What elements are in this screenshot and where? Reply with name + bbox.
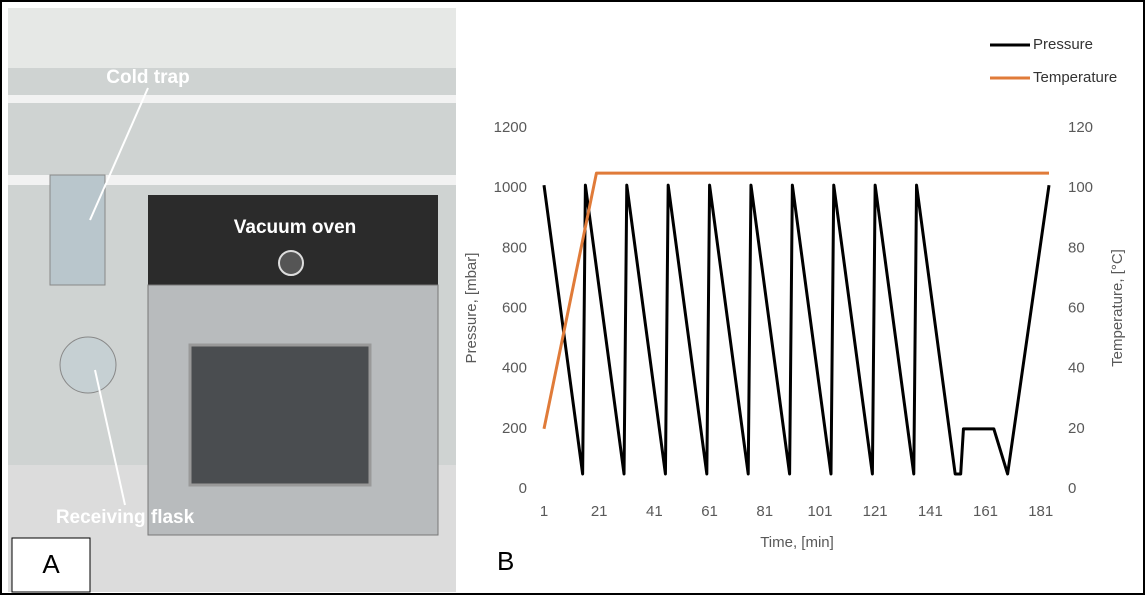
series-line (542, 171, 1049, 430)
shelf-top (8, 8, 456, 68)
photo: Cold trap Vacuum oven Receiving flask A (8, 8, 456, 593)
y2-tick-label: 80 (1068, 239, 1085, 256)
y2-tick-label: 120 (1068, 119, 1093, 136)
legend-label: Pressure (1033, 36, 1093, 53)
receiving-flask (59, 336, 117, 394)
y-tick-label: 200 (502, 420, 527, 437)
x-tick-label: 181 (1028, 503, 1053, 520)
y-axis-title: Pressure, [mbar] (463, 253, 480, 364)
annotation: Cold trap (106, 67, 189, 88)
y2-tick-label: 20 (1068, 420, 1085, 437)
y2-tick-label: 60 (1068, 299, 1085, 316)
shelf (8, 175, 456, 185)
oven-knob (278, 250, 304, 276)
x-axis-title: Time, [min] (760, 534, 834, 551)
y-tick-label: 600 (502, 299, 527, 316)
annotation: Receiving flask (56, 507, 195, 528)
y-tick-label: 0 (519, 480, 527, 497)
legend-label: Temperature (1033, 69, 1117, 86)
panel-label: B (497, 546, 514, 576)
arrow (94, 369, 126, 506)
x-tick-label: 1 (540, 503, 548, 520)
y2-axis-title: Temperature, [°C] (1109, 249, 1126, 367)
x-tick-label: 121 (863, 503, 888, 520)
y-tick-label: 800 (502, 239, 527, 256)
x-tick-label: 161 (973, 503, 998, 520)
panel-label: A (42, 549, 60, 579)
y-tick-label: 400 (502, 360, 527, 377)
x-tick-label: 21 (591, 503, 608, 520)
x-tick-label: 141 (918, 503, 943, 520)
panel-label-box (11, 537, 91, 593)
arrow (89, 87, 149, 221)
y2-tick-label: 0 (1068, 480, 1076, 497)
y-tick-label: 1200 (494, 119, 527, 136)
y2-tick-label: 100 (1068, 179, 1093, 196)
shelf (8, 95, 456, 103)
x-tick-label: 81 (756, 503, 773, 520)
series-line (542, 183, 1051, 476)
cold-trap (49, 174, 106, 286)
x-tick-label: 41 (646, 503, 663, 520)
annotation: Vacuum oven (234, 217, 357, 238)
x-tick-label: 61 (701, 503, 718, 520)
oven-window (188, 343, 372, 487)
y2-tick-label: 40 (1068, 360, 1085, 377)
y-tick-label: 1000 (494, 179, 527, 196)
x-tick-label: 101 (807, 503, 832, 520)
